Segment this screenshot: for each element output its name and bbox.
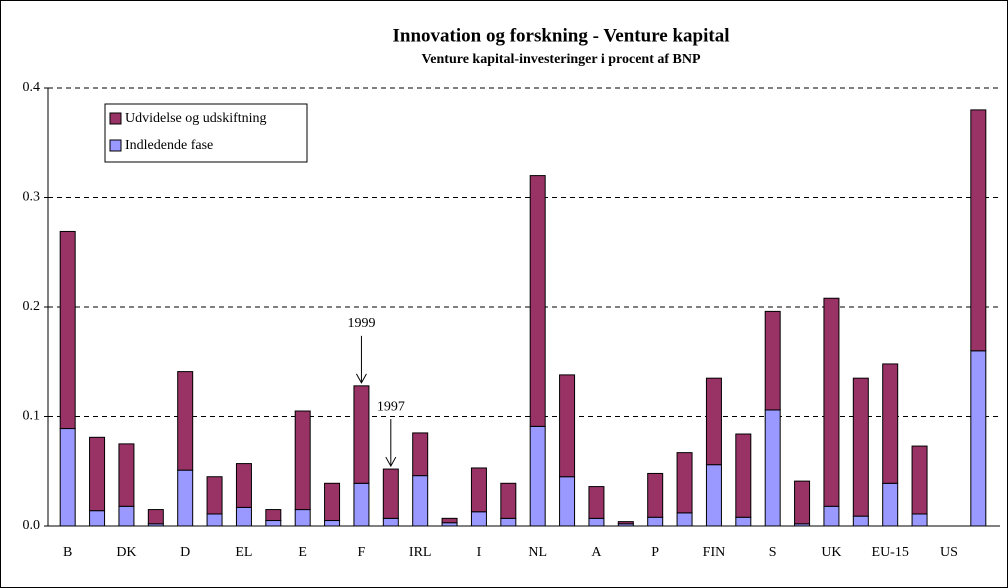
bar-segment bbox=[852, 515, 869, 527]
bar-segment bbox=[647, 472, 664, 518]
bar-segment bbox=[852, 377, 869, 517]
bar-segment bbox=[206, 476, 223, 515]
bar-segment bbox=[911, 445, 928, 515]
bar-segment bbox=[823, 297, 840, 507]
bar-segment bbox=[265, 520, 282, 527]
legend-label: Indledende fase bbox=[125, 138, 213, 153]
bar-segment bbox=[764, 409, 781, 527]
bar-segment bbox=[441, 517, 458, 524]
bar-segment bbox=[617, 521, 634, 525]
bar-segment bbox=[206, 513, 223, 527]
bar-segment bbox=[559, 476, 576, 527]
bar-segment bbox=[353, 482, 370, 527]
bar-segment bbox=[911, 513, 928, 527]
bar-segment bbox=[529, 425, 546, 527]
bar-segment bbox=[89, 510, 106, 527]
bar-segment bbox=[500, 517, 517, 527]
bar-segment bbox=[647, 516, 664, 527]
legend-swatch bbox=[109, 139, 122, 152]
bar-segment bbox=[705, 464, 722, 527]
bar-segment bbox=[59, 230, 76, 430]
x-tick-label: NL bbox=[528, 545, 547, 560]
x-tick-label: I bbox=[477, 545, 482, 560]
x-tick-label: FIN bbox=[703, 545, 726, 560]
bar-segment bbox=[529, 175, 546, 427]
x-tick-label: EL bbox=[235, 545, 252, 560]
bar-segment bbox=[294, 410, 311, 511]
bar-segment bbox=[705, 377, 722, 466]
bar-segment bbox=[764, 310, 781, 411]
x-tick-label: D bbox=[180, 545, 190, 560]
bar-segment bbox=[294, 509, 311, 527]
x-tick-label: UK bbox=[821, 545, 841, 560]
x-tick-label: A bbox=[591, 545, 602, 560]
bar-segment bbox=[470, 467, 487, 513]
bar-segment bbox=[118, 443, 135, 507]
bar-segment bbox=[89, 436, 106, 512]
bar-segment bbox=[823, 505, 840, 527]
bar-segment bbox=[382, 517, 399, 527]
y-tick-label: 0.2 bbox=[23, 299, 41, 314]
x-tick-label: S bbox=[769, 545, 777, 560]
bar-segment bbox=[147, 509, 164, 525]
x-tick-label: F bbox=[358, 545, 366, 560]
x-tick-label: DK bbox=[116, 545, 136, 560]
bar-segment bbox=[588, 517, 605, 527]
bar-segment bbox=[118, 505, 135, 527]
bar-segment bbox=[676, 512, 693, 527]
x-tick-label: IRL bbox=[409, 545, 432, 560]
y-tick-label: 0.1 bbox=[23, 409, 41, 424]
bar-segment bbox=[412, 432, 429, 477]
bar-segment bbox=[470, 511, 487, 527]
y-tick-label: 0.3 bbox=[23, 190, 41, 205]
x-tick-label: US bbox=[940, 545, 958, 560]
bar-segment bbox=[177, 371, 194, 471]
bar-segment bbox=[324, 520, 341, 527]
bar-segment bbox=[324, 482, 341, 522]
bar-segment bbox=[353, 385, 370, 484]
legend-box bbox=[104, 103, 308, 163]
bar-segment bbox=[235, 463, 252, 508]
bar-segment bbox=[735, 516, 752, 527]
bar-segment bbox=[882, 482, 899, 527]
bar-segment bbox=[382, 468, 399, 519]
x-tick-label: EU-15 bbox=[872, 545, 909, 560]
bar-segment bbox=[735, 433, 752, 518]
annotation: 1997 bbox=[377, 399, 405, 414]
chart-subtitle: Venture kapital-investeringer i procent … bbox=[421, 52, 701, 67]
x-tick-label: E bbox=[298, 545, 307, 560]
x-tick-label: B bbox=[63, 545, 72, 560]
chart-title: Innovation og forskning - Venture kapita… bbox=[393, 25, 730, 46]
y-tick-label: 0.4 bbox=[23, 80, 41, 95]
bar-segment bbox=[265, 509, 282, 522]
bar-segment bbox=[676, 452, 693, 514]
bar-segment bbox=[500, 482, 517, 519]
bar-segment bbox=[588, 486, 605, 519]
legend-label: Udvidelse og udskiftning bbox=[125, 111, 267, 126]
y-tick-label: 0.0 bbox=[23, 518, 41, 533]
annotation-arrowhead bbox=[356, 373, 367, 384]
bar-segment bbox=[412, 475, 429, 527]
bar-segment bbox=[235, 506, 252, 527]
bar-segment bbox=[970, 109, 987, 352]
bar-segment bbox=[559, 374, 576, 478]
x-tick-label: P bbox=[651, 545, 659, 560]
bar-segment bbox=[794, 480, 811, 525]
legend-swatch bbox=[109, 112, 122, 125]
annotation-arrowhead bbox=[385, 456, 397, 468]
bar-segment bbox=[59, 428, 76, 527]
bar-segment bbox=[882, 363, 899, 484]
bar-segment bbox=[970, 350, 987, 527]
annotation: 1999 bbox=[347, 316, 375, 331]
bar-segment bbox=[177, 469, 194, 527]
